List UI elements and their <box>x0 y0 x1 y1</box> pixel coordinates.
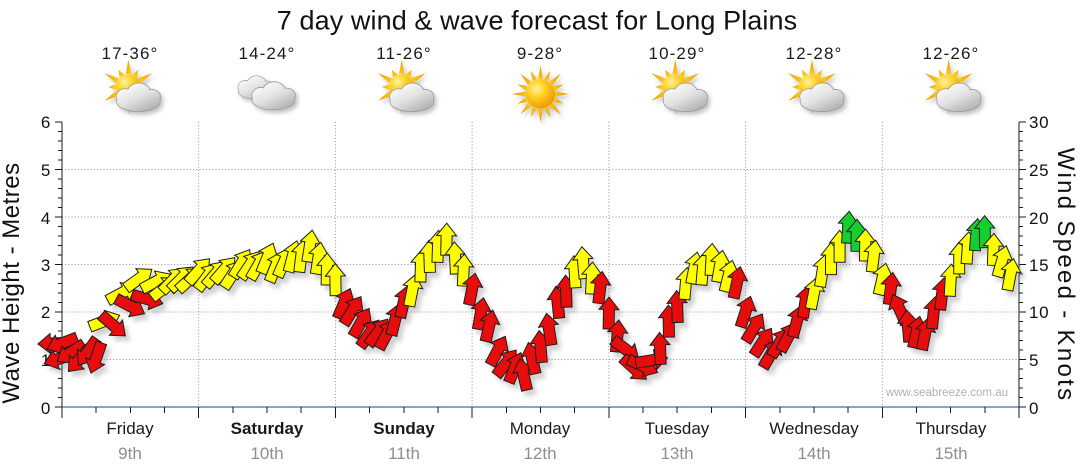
svg-text:12-28°: 12-28° <box>786 44 843 63</box>
svg-text:0: 0 <box>1029 399 1039 418</box>
svg-text:Friday: Friday <box>106 419 154 438</box>
svg-text:5: 5 <box>1029 351 1039 370</box>
svg-text:www.seabreeze.com.au: www.seabreeze.com.au <box>885 387 1008 399</box>
svg-text:25: 25 <box>1029 161 1049 180</box>
svg-text:15th: 15th <box>934 444 967 463</box>
svg-text:Wave Height - Metres: Wave Height - Metres <box>0 162 25 403</box>
svg-text:20: 20 <box>1029 209 1049 228</box>
svg-text:10: 10 <box>1029 303 1049 322</box>
svg-text:Thursday: Thursday <box>916 419 987 438</box>
svg-text:15: 15 <box>1029 256 1049 275</box>
svg-text:Wind Speed - Knots: Wind Speed - Knots <box>1052 148 1079 403</box>
svg-text:30: 30 <box>1029 113 1049 132</box>
svg-text:12th: 12th <box>523 444 556 463</box>
svg-text:Tuesday: Tuesday <box>645 419 710 438</box>
svg-text:11-26°: 11-26° <box>376 44 432 63</box>
svg-text:1: 1 <box>41 351 51 370</box>
svg-text:7 day wind & wave forecast for: 7 day wind & wave forecast for Long Plai… <box>277 6 797 36</box>
svg-text:6: 6 <box>41 113 51 132</box>
svg-text:9-28°: 9-28° <box>517 44 563 63</box>
svg-text:Saturday: Saturday <box>231 419 304 438</box>
svg-text:5: 5 <box>41 161 51 180</box>
svg-text:Sunday: Sunday <box>373 419 435 438</box>
svg-text:4: 4 <box>41 209 51 228</box>
svg-text:9th: 9th <box>118 444 142 463</box>
svg-text:12-26°: 12-26° <box>923 44 980 63</box>
svg-text:3: 3 <box>41 256 51 275</box>
svg-text:13th: 13th <box>660 444 693 463</box>
svg-text:14-24°: 14-24° <box>239 44 296 63</box>
svg-text:Wednesday: Wednesday <box>769 419 859 438</box>
svg-text:0: 0 <box>41 399 51 418</box>
svg-text:10-29°: 10-29° <box>649 44 706 63</box>
svg-text:10th: 10th <box>250 444 283 463</box>
svg-text:14th: 14th <box>797 444 830 463</box>
svg-text:2: 2 <box>41 303 51 322</box>
svg-text:11th: 11th <box>388 444 420 463</box>
svg-text:Monday: Monday <box>510 419 571 438</box>
svg-text:17-36°: 17-36° <box>102 44 159 63</box>
